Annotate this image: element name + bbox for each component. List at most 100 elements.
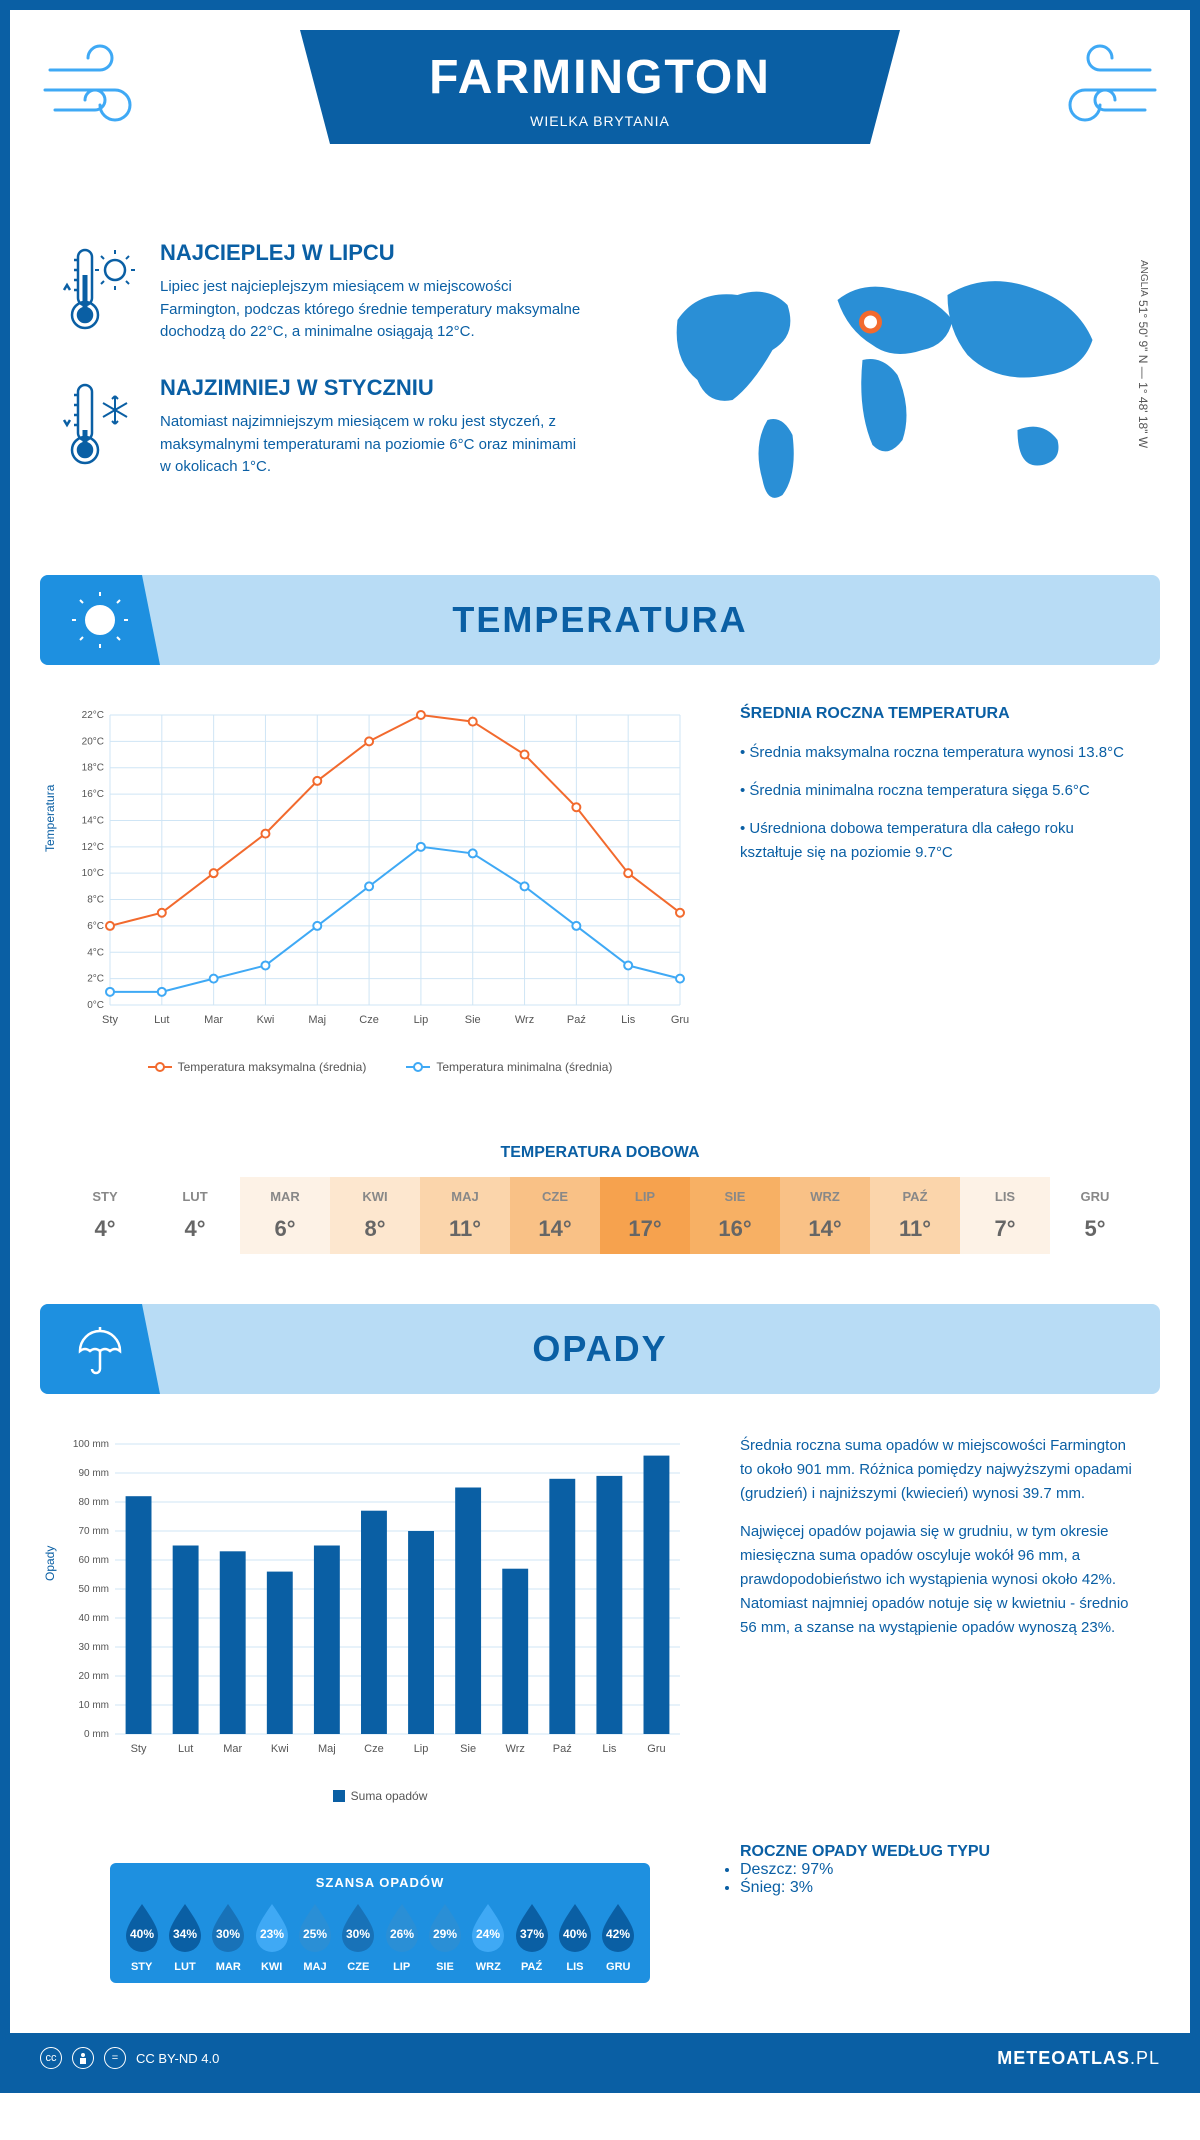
svg-text:23%: 23%: [260, 1927, 284, 1941]
license-text: CC BY-ND 4.0: [136, 2051, 219, 2066]
svg-text:18°C: 18°C: [82, 763, 104, 774]
svg-text:Sty: Sty: [102, 1014, 118, 1026]
svg-text:2°C: 2°C: [87, 974, 104, 985]
rain-drop: 40% STY: [121, 1900, 163, 1973]
svg-text:26%: 26%: [390, 1927, 414, 1941]
legend-min: Temperatura minimalna (średnia): [436, 1060, 612, 1074]
rain-drop: 30% CZE: [337, 1900, 379, 1973]
svg-text:70 mm: 70 mm: [78, 1526, 109, 1537]
svg-text:40 mm: 40 mm: [78, 1613, 109, 1624]
bullet: Deszcz: 97%: [740, 1861, 1140, 1879]
daily-cell: LUT4°: [150, 1177, 240, 1254]
svg-text:80 mm: 80 mm: [78, 1497, 109, 1508]
daily-cell: WRZ14°: [780, 1177, 870, 1254]
wind-icon: [40, 40, 160, 145]
footer: cc = CC BY-ND 4.0 METEOATLAS.PL: [10, 2033, 1190, 2083]
svg-text:Maj: Maj: [318, 1743, 336, 1755]
svg-text:25%: 25%: [303, 1927, 327, 1941]
svg-text:Paź: Paź: [567, 1014, 586, 1026]
svg-text:Lip: Lip: [414, 1743, 429, 1755]
svg-text:Paź: Paź: [553, 1743, 572, 1755]
daily-temp-title: TEMPERATURA DOBOWA: [10, 1144, 1190, 1162]
wind-icon: [1040, 40, 1160, 145]
section-title: OPADY: [532, 1328, 667, 1370]
svg-text:Wrz: Wrz: [515, 1014, 534, 1026]
daily-cell: KWI8°: [330, 1177, 420, 1254]
precip-type-title: ROCZNE OPADY WEDŁUG TYPU: [740, 1843, 1140, 1861]
rain-drop: 24% WRZ: [467, 1900, 509, 1973]
fact-warm-text: Lipiec jest najcieplejszym miesiącem w m…: [160, 276, 585, 344]
bullet: Średnia maksymalna roczna temperatura wy…: [740, 741, 1140, 765]
svg-text:Sie: Sie: [460, 1743, 476, 1755]
nd-icon: =: [104, 2047, 126, 2069]
svg-text:Wrz: Wrz: [506, 1743, 525, 1755]
svg-text:Cze: Cze: [359, 1014, 379, 1026]
rain-drop: 29% SIE: [424, 1900, 466, 1973]
by-icon: [72, 2047, 94, 2069]
daily-cell: SIE16°: [690, 1177, 780, 1254]
svg-text:Lis: Lis: [602, 1743, 617, 1755]
svg-text:Sty: Sty: [131, 1743, 147, 1755]
rain-drop: 23% KWI: [251, 1900, 293, 1973]
side-title: ŚREDNIA ROCZNA TEMPERATURA: [740, 705, 1140, 723]
svg-text:0 mm: 0 mm: [84, 1729, 109, 1740]
svg-text:Gru: Gru: [647, 1743, 665, 1755]
precip-text-2: Najwięcej opadów pojawia się w grudniu, …: [740, 1520, 1140, 1640]
site-name: METEOATLAS.PL: [997, 2048, 1160, 2069]
daily-cell: STY4°: [60, 1177, 150, 1254]
svg-text:37%: 37%: [520, 1927, 544, 1941]
y-axis-label: Temperatura: [43, 785, 57, 852]
intro-section: NAJCIEPLEJ W LIPCU Lipiec jest najcieple…: [10, 210, 1190, 555]
svg-text:6°C: 6°C: [87, 921, 104, 932]
svg-text:50 mm: 50 mm: [78, 1584, 109, 1595]
thermometer-sun-icon: [60, 240, 140, 345]
svg-text:30 mm: 30 mm: [78, 1642, 109, 1653]
fact-cold-text: Natomiast najzimniejszym miesiącem w rok…: [160, 411, 585, 479]
umbrella-icon: [40, 1304, 160, 1394]
svg-text:14°C: 14°C: [82, 815, 104, 826]
chance-title: SZANSA OPADÓW: [110, 1875, 650, 1890]
svg-text:40%: 40%: [130, 1927, 154, 1941]
chart-legend: #leg-max::after{border-color:#f26a2e}Tem…: [60, 1060, 700, 1074]
bullet: Uśredniona dobowa temperatura dla całego…: [740, 817, 1140, 865]
rain-drop: 26% LIP: [381, 1900, 423, 1973]
fact-coldest: NAJZIMNIEJ W STYCZNIU Natomiast najzimni…: [60, 375, 585, 480]
svg-text:30%: 30%: [346, 1927, 370, 1941]
svg-text:Maj: Maj: [308, 1014, 326, 1026]
header: FARMINGTON WIELKA BRYTANIA: [10, 10, 1190, 210]
rain-drop: 25% MAJ: [294, 1900, 336, 1973]
svg-text:30%: 30%: [216, 1927, 240, 1941]
legend-sum: Suma opadów: [351, 1789, 428, 1803]
daily-cell: LIP17°: [600, 1177, 690, 1254]
daily-cell: MAR6°: [240, 1177, 330, 1254]
cc-icon: cc: [40, 2047, 62, 2069]
fact-cold-title: NAJZIMNIEJ W STYCZNIU: [160, 375, 585, 401]
section-header-temperature: TEMPERATURA: [40, 575, 1160, 665]
svg-text:90 mm: 90 mm: [78, 1468, 109, 1479]
svg-text:Lis: Lis: [621, 1014, 636, 1026]
svg-text:Kwi: Kwi: [271, 1743, 289, 1755]
fact-warmest: NAJCIEPLEJ W LIPCU Lipiec jest najcieple…: [60, 240, 585, 345]
svg-text:Kwi: Kwi: [257, 1014, 275, 1026]
rain-drop: 37% PAŹ: [511, 1900, 553, 1973]
svg-text:10 mm: 10 mm: [78, 1700, 109, 1711]
svg-text:16°C: 16°C: [82, 789, 104, 800]
daily-cell: GRU5°: [1050, 1177, 1140, 1254]
temp-bullets: Średnia maksymalna roczna temperatura wy…: [740, 741, 1140, 865]
svg-text:Cze: Cze: [364, 1743, 384, 1755]
section-header-precipitation: OPADY: [40, 1304, 1160, 1394]
rain-drop: 40% LIS: [554, 1900, 596, 1973]
svg-text:Sie: Sie: [465, 1014, 481, 1026]
svg-text:42%: 42%: [606, 1927, 630, 1941]
sun-icon: [40, 575, 160, 665]
page-title: FARMINGTON: [360, 50, 840, 105]
chart-legend: Suma opadów: [60, 1789, 700, 1803]
svg-text:8°C: 8°C: [87, 895, 104, 906]
temperature-line-chart: Temperatura 0°C2°C4°C6°C8°C10°C12°C14°C1…: [60, 705, 700, 1045]
daily-cell: PAŹ11°: [870, 1177, 960, 1254]
svg-text:22°C: 22°C: [82, 710, 104, 721]
precipitation-bar-chart: Opady 0 mm10 mm20 mm30 mm40 mm50 mm60 mm…: [60, 1434, 700, 1774]
page-subtitle: WIELKA BRYTANIA: [360, 113, 840, 129]
svg-text:Lip: Lip: [414, 1014, 429, 1026]
svg-text:0°C: 0°C: [87, 1000, 104, 1011]
